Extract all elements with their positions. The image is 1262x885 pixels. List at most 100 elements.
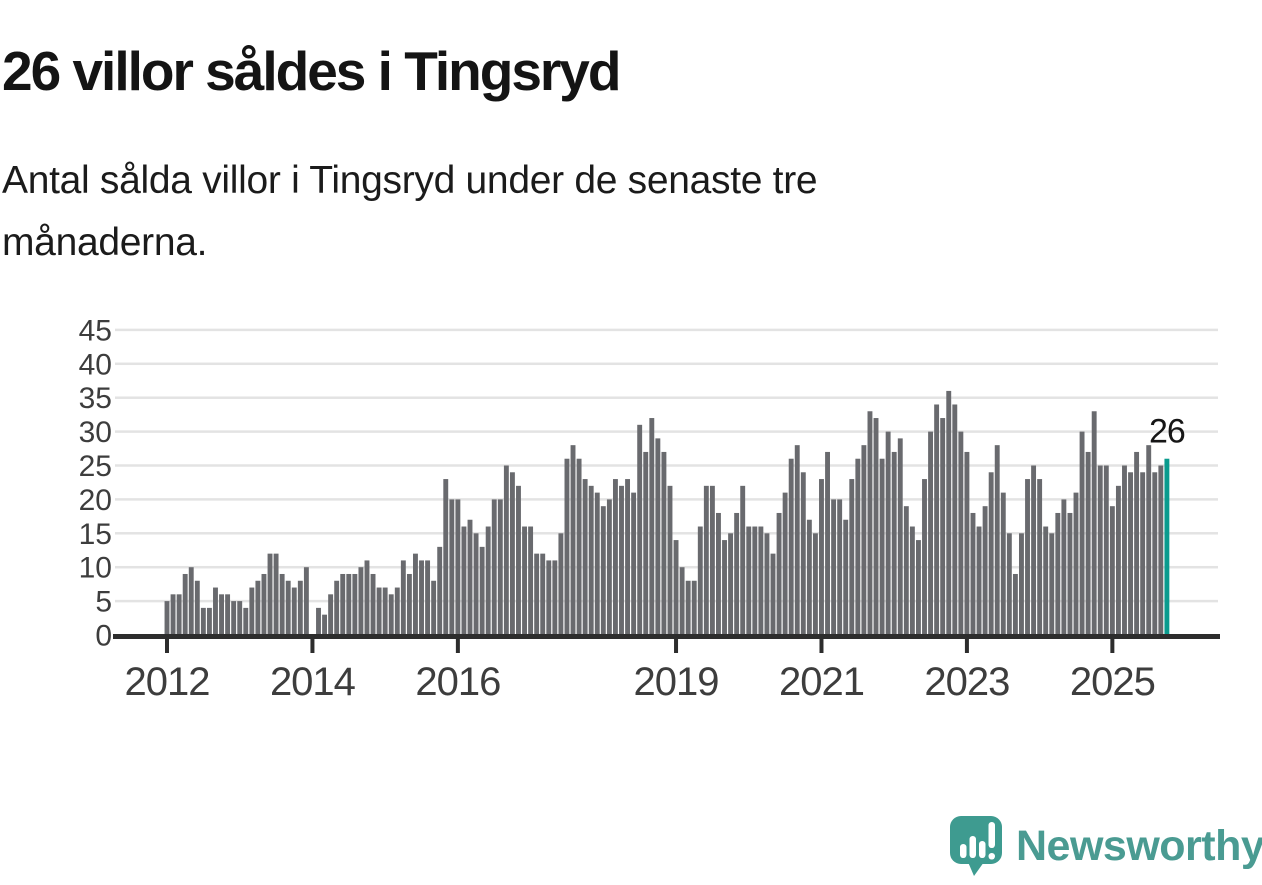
bar xyxy=(655,438,661,637)
gridline xyxy=(115,498,1218,501)
bar xyxy=(1152,472,1158,637)
bar xyxy=(297,580,303,637)
bar xyxy=(867,411,873,637)
bar xyxy=(594,492,600,637)
bar xyxy=(497,499,503,637)
gridline xyxy=(115,565,1218,569)
bar xyxy=(376,587,382,637)
bar xyxy=(364,560,370,637)
x-tick-label: 2012 xyxy=(125,660,210,704)
bar xyxy=(885,431,891,637)
bar xyxy=(267,553,273,637)
bar xyxy=(406,573,412,637)
bar xyxy=(909,526,915,637)
bar xyxy=(619,485,624,637)
bar xyxy=(255,580,261,637)
bar xyxy=(946,390,952,637)
bar xyxy=(1043,526,1049,637)
bar xyxy=(503,465,509,637)
bar xyxy=(291,587,297,637)
bar xyxy=(249,587,255,637)
gridline xyxy=(115,396,1218,399)
bar xyxy=(649,418,655,637)
bar xyxy=(770,553,776,637)
bar xyxy=(340,573,346,637)
bar xyxy=(934,404,940,637)
bar xyxy=(812,533,818,637)
bar xyxy=(564,458,570,637)
last-value-annotation: 26 xyxy=(1149,413,1185,451)
y-tick-label: 0 xyxy=(95,620,112,653)
bar xyxy=(928,431,934,637)
bar xyxy=(734,512,740,637)
bar xyxy=(1025,479,1030,637)
y-tick-label: 25 xyxy=(79,450,112,483)
bar xyxy=(370,573,376,637)
x-tick-label: 2016 xyxy=(415,660,500,704)
bar xyxy=(1006,533,1012,637)
x-tick xyxy=(674,638,679,653)
bar xyxy=(831,499,837,637)
x-tick xyxy=(964,638,969,653)
bar xyxy=(443,479,449,637)
bar xyxy=(752,526,758,637)
bar xyxy=(825,451,830,637)
bar xyxy=(685,580,691,637)
bar xyxy=(631,492,637,637)
x-tick-label: 2019 xyxy=(634,660,719,704)
bar xyxy=(473,533,479,637)
bar xyxy=(637,424,643,637)
bar xyxy=(558,533,564,637)
bar xyxy=(582,479,588,637)
gridline xyxy=(115,464,1218,467)
bar xyxy=(661,451,667,637)
x-tick-label: 2023 xyxy=(924,660,1009,704)
bar xyxy=(776,512,782,637)
bar xyxy=(491,499,497,637)
bar xyxy=(1146,445,1152,637)
bar xyxy=(346,573,352,637)
bar xyxy=(903,506,909,637)
bar xyxy=(1061,499,1067,637)
bar xyxy=(206,607,212,637)
bar xyxy=(182,573,188,637)
bar xyxy=(1000,492,1006,637)
bar xyxy=(1128,472,1133,637)
bar xyxy=(588,485,594,637)
bar xyxy=(703,485,709,637)
bar xyxy=(1097,465,1103,637)
bar xyxy=(976,526,982,637)
subtitle-line-2: månaderna. xyxy=(2,221,208,264)
bar xyxy=(552,560,558,637)
bar xyxy=(861,445,867,637)
bar xyxy=(643,451,649,637)
bar xyxy=(758,526,764,637)
bar xyxy=(382,587,388,637)
gridline xyxy=(115,362,1218,366)
bar xyxy=(1055,512,1061,637)
subtitle-line-1: Antal sålda villor i Tingsryd under de s… xyxy=(2,159,818,202)
bar xyxy=(528,526,534,637)
bar xyxy=(679,567,685,637)
bar xyxy=(1140,472,1146,637)
bar xyxy=(431,580,437,637)
bar xyxy=(540,553,546,637)
bar xyxy=(261,573,267,637)
bar xyxy=(855,458,861,637)
bar xyxy=(479,546,485,637)
bar xyxy=(394,587,400,637)
gridline xyxy=(115,532,1218,535)
bar xyxy=(225,594,231,637)
bar xyxy=(897,438,903,637)
bar xyxy=(243,607,249,637)
bar xyxy=(219,594,224,637)
bar xyxy=(673,540,679,637)
bar xyxy=(988,472,994,637)
bar xyxy=(1019,533,1024,637)
bar xyxy=(746,526,752,637)
bar xyxy=(782,492,788,637)
bar xyxy=(425,560,431,637)
bar xyxy=(873,418,879,637)
